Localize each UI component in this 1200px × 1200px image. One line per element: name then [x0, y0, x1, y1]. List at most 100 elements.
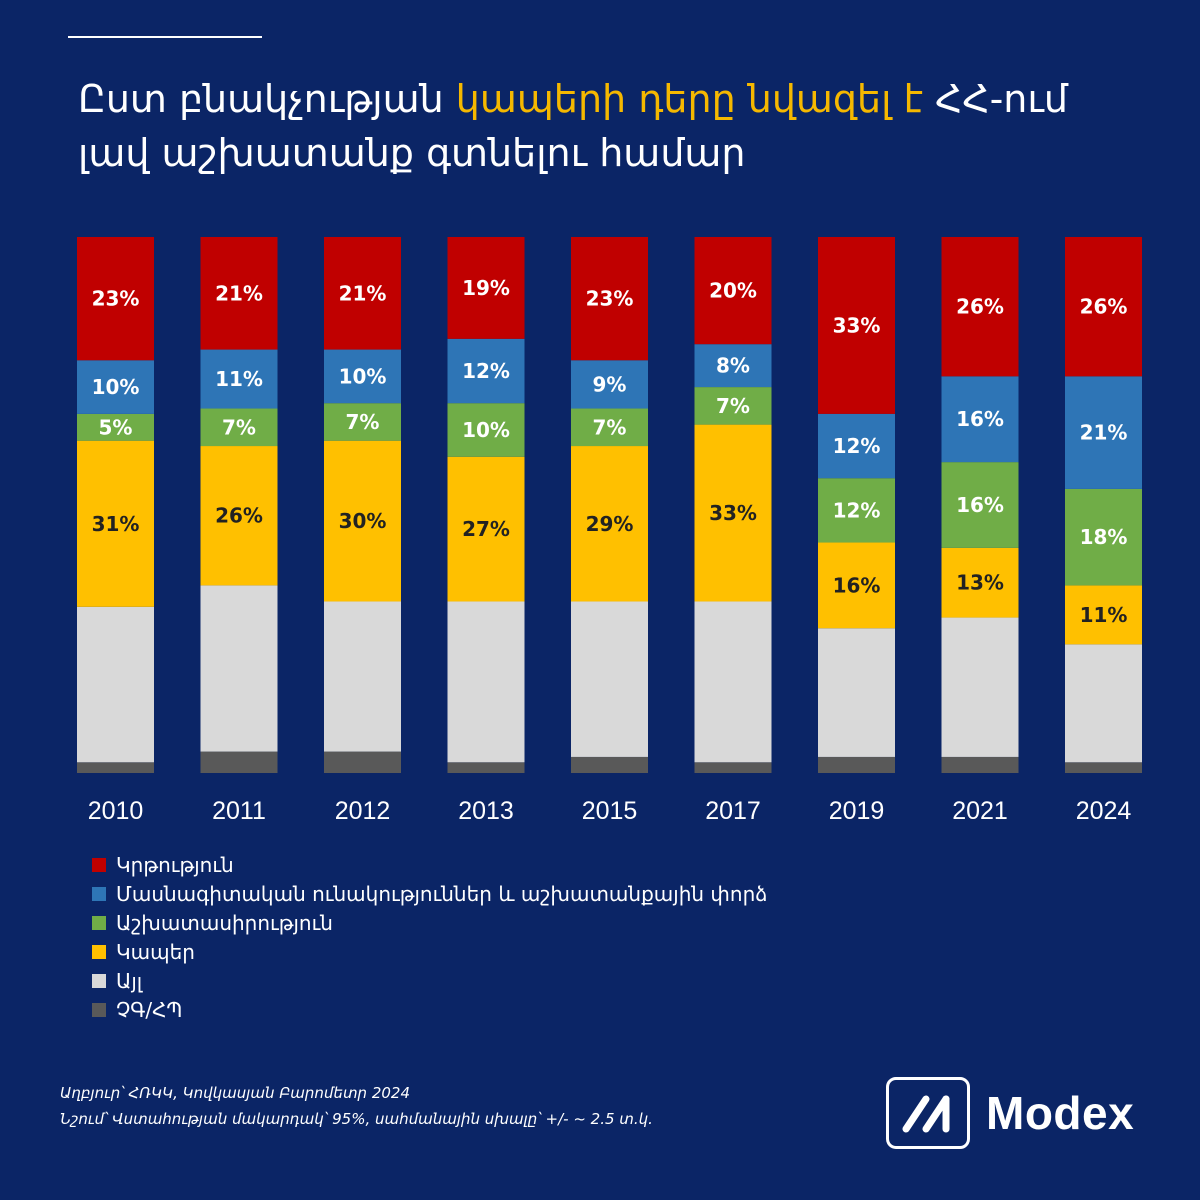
bar-segment-connections-2024: [1065, 585, 1142, 645]
data-label-diligence-2015: 7%: [593, 415, 627, 439]
bar-segment-diligence-2019: [818, 478, 895, 543]
x-tick-label-2017: 2017: [705, 797, 761, 825]
data-label-skills-2021: 16%: [956, 407, 1004, 431]
bar-segment-diligence-2012: [324, 403, 401, 441]
bar-segment-dk_ra-2012: [324, 751, 401, 773]
data-label-connections-2011: 26%: [215, 504, 263, 528]
bar-segment-education-2013: [447, 237, 525, 339]
top-rule: [68, 36, 262, 38]
bar-segment-dk_ra-2019: [818, 756, 895, 773]
bar-segment-other-2019: [818, 628, 895, 757]
bar-segment-skills-2015: [571, 360, 648, 409]
bar-segment-skills-2017: [694, 344, 772, 388]
bar-segment-education-2015: [571, 237, 648, 361]
data-label-diligence-2021: 16%: [956, 493, 1004, 517]
legend-label-diligence: Աշխատասիրություն: [116, 910, 333, 935]
bar-segment-other-2012: [324, 601, 401, 752]
bar-segment-dk_ra-2015: [571, 756, 648, 773]
x-tick-label-2013: 2013: [458, 797, 514, 825]
bar-segment-skills-2019: [818, 413, 895, 479]
bar-segment-connections-2012: [324, 440, 401, 602]
bar-segment-skills-2024: [1065, 376, 1142, 489]
data-label-education-2013: 19%: [462, 276, 510, 300]
data-label-education-2021: 26%: [956, 295, 1004, 319]
data-label-diligence-2012: 7%: [346, 410, 380, 434]
data-label-connections-2024: 11%: [1080, 603, 1128, 627]
bar-segment-skills-2021: [941, 376, 1019, 463]
confidence-note: Նշում՝ Վստահության մակարդակ՝ 95%, սահման…: [60, 1110, 653, 1128]
legend-item-dk_ra: ՉԳ/ՀՊ: [92, 995, 767, 1024]
bar-segment-dk_ra-2013: [447, 762, 525, 773]
legend-label-skills: Մասնագիտական ունակություններ և աշխատանքա…: [116, 881, 768, 906]
data-label-skills-2017: 8%: [716, 354, 750, 378]
bar-segment-education-2010: [77, 237, 154, 361]
data-label-skills-2013: 12%: [462, 359, 510, 383]
bar-segment-connections-2015: [571, 446, 648, 602]
legend-label-dk_ra: ՉԳ/ՀՊ: [116, 997, 183, 1022]
source-note: Աղբյուր՝ ՀՌԿԿ, Կովկասյան Բարոմետր 2024: [60, 1084, 410, 1102]
data-label-diligence-2010: 5%: [99, 415, 133, 439]
data-label-education-2015: 23%: [586, 287, 634, 311]
legend-item-connections: Կապեր: [92, 937, 767, 966]
bar-segment-connections-2021: [941, 547, 1019, 618]
data-label-skills-2010: 10%: [92, 375, 140, 399]
bar-segment-other-2024: [1065, 644, 1142, 763]
chart-legend: Կրթություն Մասնագիտական ունակություններ և…: [92, 850, 767, 1024]
data-label-education-2019: 33%: [833, 313, 881, 337]
title-part-2: ՀՀ-ում լավ աշխատանք գտնելու համար: [78, 77, 1068, 175]
data-label-education-2010: 23%: [92, 287, 140, 311]
bar-segment-skills-2012: [324, 349, 401, 404]
data-label-connections-2010: 31%: [92, 512, 140, 536]
footnote: Աղբյուր՝ ՀՌԿԿ, Կովկասյան Բարոմետր 2024 Ն…: [60, 1080, 653, 1132]
legend-label-other: Այլ: [116, 968, 143, 993]
data-label-connections-2013: 27%: [462, 517, 510, 541]
data-label-connections-2015: 29%: [586, 512, 634, 536]
bar-segment-diligence-2015: [571, 408, 648, 447]
modex-logo-text: Modex: [986, 1087, 1135, 1139]
legend-item-education: Կրթություն: [92, 850, 767, 879]
bar-segment-connections-2019: [818, 542, 895, 629]
legend-swatch-diligence: [92, 915, 106, 930]
data-label-diligence-2024: 18%: [1080, 525, 1128, 549]
data-label-connections-2019: 16%: [833, 573, 881, 597]
bar-segment-other-2011: [200, 585, 278, 752]
data-label-diligence-2011: 7%: [222, 415, 256, 439]
data-label-education-2011: 21%: [215, 281, 263, 305]
bar-segment-other-2015: [571, 601, 648, 757]
legend-swatch-dk_ra: [92, 1002, 106, 1017]
bar-segment-other-2021: [941, 617, 1019, 757]
data-label-diligence-2013: 10%: [462, 418, 510, 442]
data-label-skills-2015: 9%: [593, 372, 627, 396]
legend-item-skills: Մասնագիտական ունակություններ և աշխատանքա…: [92, 879, 767, 908]
legend-label-education: Կրթություն: [116, 852, 234, 877]
bar-segment-diligence-2021: [941, 462, 1019, 548]
bar-segment-diligence-2013: [447, 403, 525, 457]
bar-segment-skills-2010: [77, 360, 154, 414]
data-label-connections-2021: 13%: [956, 571, 1004, 595]
bar-segment-dk_ra-2017: [694, 762, 772, 773]
bar-segment-education-2019: [818, 237, 895, 414]
x-tick-label-2019: 2019: [829, 797, 885, 825]
bar-segment-education-2012: [324, 237, 401, 350]
legend-item-diligence: Աշխատասիրություն: [92, 908, 767, 937]
stacked-bar-chart: 31% 5% 10% 23% 2010 26% 7% 11% 21% 2011 30% 7% 10% 21…: [77, 237, 1142, 825]
bar-segment-education-2024: [1065, 237, 1142, 377]
title-part-1: Ըստ բնակչության: [78, 77, 456, 121]
x-tick-label-2015: 2015: [582, 797, 638, 825]
bar-segment-other-2017: [694, 601, 772, 763]
bar-segment-dk_ra-2024: [1065, 762, 1142, 773]
bar-segment-education-2021: [941, 237, 1019, 377]
x-tick-label-2024: 2024: [1076, 797, 1132, 825]
bar-segment-connections-2011: [200, 446, 278, 586]
legend-swatch-other: [92, 973, 106, 988]
legend-label-connections: Կապեր: [116, 939, 195, 964]
legend-item-other: Այլ: [92, 966, 767, 995]
legend-swatch-education: [92, 857, 106, 872]
bar-segment-education-2011: [200, 237, 278, 350]
modex-logo: Modex: [886, 1077, 1134, 1149]
bar-segment-other-2013: [447, 601, 525, 763]
bar-segment-dk_ra-2021: [941, 756, 1019, 773]
modex-logo-mark: [886, 1077, 970, 1149]
data-label-education-2012: 21%: [339, 281, 387, 305]
data-label-skills-2012: 10%: [339, 364, 387, 388]
